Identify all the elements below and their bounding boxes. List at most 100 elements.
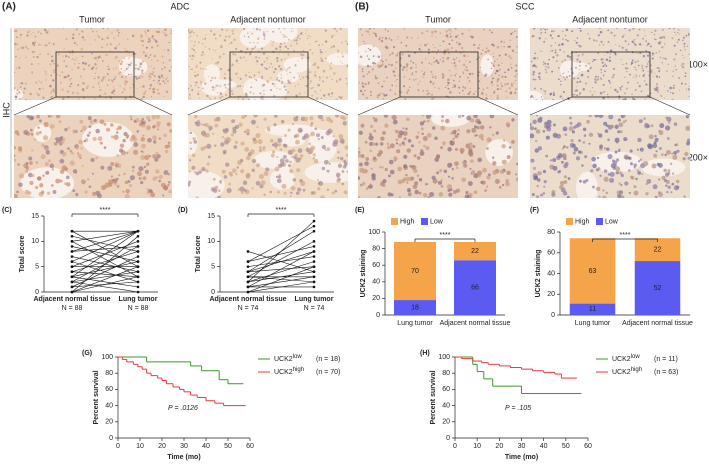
cell	[467, 77, 468, 78]
cell	[51, 55, 53, 57]
cell	[492, 157, 494, 159]
cell	[167, 173, 170, 176]
cell	[452, 138, 454, 140]
cell	[92, 86, 94, 88]
cell	[500, 88, 502, 90]
cell	[598, 196, 600, 198]
cell	[232, 168, 237, 173]
cell	[321, 54, 322, 55]
cell	[272, 41, 274, 43]
cell	[493, 92, 495, 94]
cell	[603, 91, 604, 92]
cell	[245, 115, 247, 117]
cell	[329, 163, 331, 165]
cell	[167, 122, 171, 126]
cell	[504, 71, 506, 73]
cell	[652, 164, 657, 169]
cell	[604, 55, 605, 56]
cell	[630, 150, 633, 153]
cell	[189, 37, 190, 38]
cell	[82, 56, 83, 57]
cell	[361, 124, 365, 128]
cell	[240, 159, 243, 162]
cell	[317, 179, 319, 181]
cell	[440, 126, 445, 131]
cell	[635, 69, 636, 70]
cell	[105, 76, 106, 77]
cell	[259, 174, 264, 179]
cell	[425, 58, 426, 59]
x-axis-label: Time (mo)	[167, 454, 200, 461]
cell	[550, 45, 552, 47]
cell	[257, 42, 259, 44]
cell	[47, 192, 50, 195]
cell	[149, 88, 151, 90]
cell	[637, 171, 641, 175]
cell	[627, 82, 629, 84]
cell	[93, 119, 97, 123]
cell	[223, 53, 225, 55]
cell	[189, 159, 191, 161]
cell	[555, 42, 556, 43]
cell	[322, 44, 323, 45]
cell	[277, 191, 280, 194]
cell	[672, 76, 674, 78]
cell	[133, 142, 138, 147]
cell	[140, 87, 141, 88]
cell	[301, 58, 303, 60]
cell	[189, 66, 190, 67]
cell	[600, 92, 603, 95]
cell	[288, 81, 291, 84]
cell	[459, 60, 461, 62]
cell	[409, 87, 410, 88]
cell	[625, 67, 627, 69]
cell	[27, 191, 31, 195]
cell	[338, 96, 340, 98]
cell	[583, 180, 587, 184]
cell	[239, 85, 241, 87]
cell	[151, 96, 152, 97]
cell	[295, 94, 297, 96]
cell	[645, 40, 647, 42]
cell	[127, 39, 128, 40]
cell	[431, 98, 433, 100]
cell	[663, 169, 667, 173]
cell	[113, 135, 118, 140]
cell	[532, 36, 534, 38]
cell	[536, 114, 538, 116]
cell	[468, 181, 473, 186]
cell	[545, 69, 547, 71]
cell	[656, 83, 658, 85]
x-tick-label: 50	[224, 443, 232, 450]
cell	[168, 181, 171, 184]
cell	[659, 56, 661, 58]
y-tick-label: 100	[438, 354, 450, 361]
cell	[92, 31, 94, 33]
cell	[478, 57, 479, 58]
cell	[169, 129, 172, 132]
cell	[683, 37, 685, 39]
cell	[571, 30, 573, 32]
cell	[645, 98, 646, 99]
legend-label: Low	[605, 218, 619, 225]
legend-superscript: low	[631, 354, 641, 360]
cell	[66, 65, 68, 67]
cell	[365, 31, 366, 32]
cell	[233, 38, 236, 41]
cell	[115, 67, 117, 69]
cell	[647, 143, 652, 148]
cell	[274, 123, 277, 126]
cell	[261, 47, 263, 49]
cell	[592, 87, 593, 88]
value-label: 11	[589, 306, 596, 313]
cell	[88, 65, 90, 67]
cell	[272, 150, 275, 153]
cell	[647, 54, 649, 56]
cell	[606, 59, 608, 61]
cell	[86, 87, 89, 90]
cell	[621, 85, 623, 87]
cell	[395, 138, 398, 141]
cell	[501, 75, 504, 78]
cell	[120, 72, 122, 74]
cell	[57, 65, 59, 67]
